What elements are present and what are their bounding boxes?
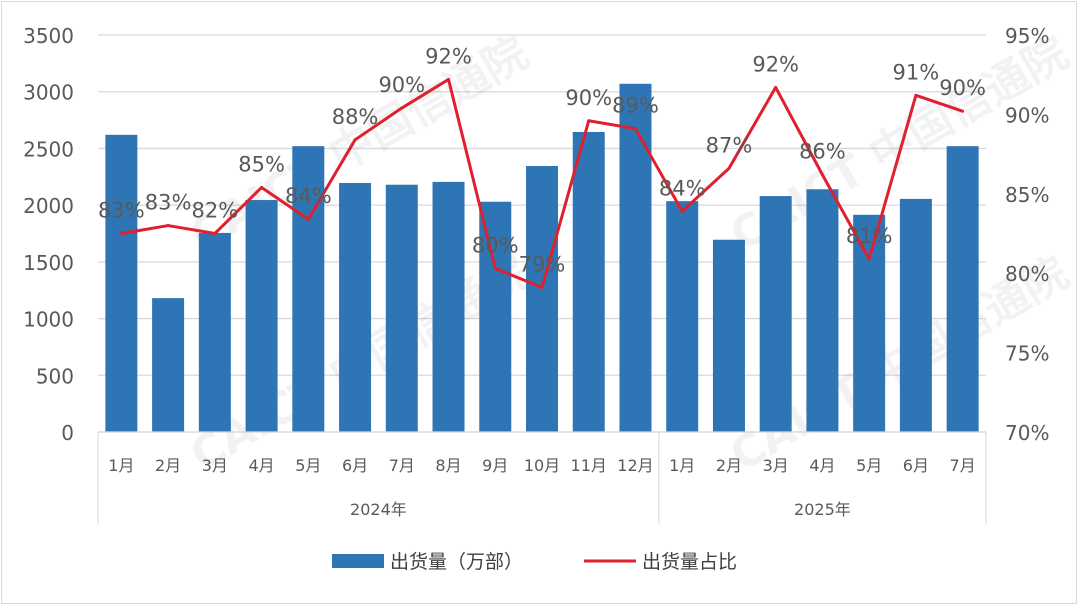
y-left-tick-label: 1500 bbox=[23, 251, 74, 275]
data-label: 84% bbox=[285, 184, 332, 208]
x-tick-label: 7月 bbox=[389, 456, 415, 475]
line-point bbox=[166, 224, 170, 228]
data-label: 90% bbox=[565, 86, 612, 110]
x-group-label: 2024年 bbox=[350, 500, 407, 519]
y-left-tick-label: 1000 bbox=[23, 308, 74, 332]
data-label: 82% bbox=[191, 199, 238, 223]
x-tick-label: 2月 bbox=[155, 456, 181, 475]
x-tick-label: 1月 bbox=[108, 456, 134, 475]
bar bbox=[759, 196, 792, 432]
y-right-tick-label: 70% bbox=[1005, 421, 1049, 445]
data-label: 92% bbox=[752, 52, 799, 76]
x-tick-label: 6月 bbox=[342, 456, 368, 475]
line-point bbox=[213, 232, 217, 235]
data-label: 86% bbox=[799, 140, 846, 164]
line-point bbox=[633, 127, 637, 131]
line-point bbox=[587, 119, 591, 123]
bar bbox=[152, 298, 185, 432]
line-point bbox=[353, 138, 357, 142]
line-point bbox=[540, 285, 544, 289]
x-tick-label: 4月 bbox=[248, 456, 274, 475]
data-label: 81% bbox=[846, 224, 893, 248]
data-label: 92% bbox=[425, 44, 472, 68]
x-tick-label: 3月 bbox=[763, 456, 789, 475]
data-label: 85% bbox=[238, 152, 285, 176]
line-point bbox=[260, 185, 264, 189]
y-left-tick-label: 500 bbox=[36, 364, 74, 388]
line-point bbox=[774, 85, 778, 89]
x-tick-label: 2月 bbox=[716, 456, 742, 475]
bar bbox=[479, 201, 512, 432]
bar bbox=[899, 198, 932, 432]
y-right-tick-label: 85% bbox=[1005, 183, 1049, 207]
y-left-tick-label: 2000 bbox=[23, 194, 74, 218]
x-tick-label: 1月 bbox=[669, 456, 695, 475]
bar bbox=[853, 214, 886, 432]
x-tick-label: 8月 bbox=[435, 456, 461, 475]
bar bbox=[292, 146, 325, 432]
bar bbox=[712, 239, 745, 432]
x-tick-label: 11月 bbox=[571, 456, 607, 475]
bar bbox=[105, 134, 138, 432]
legend-swatch-bar bbox=[332, 554, 384, 568]
data-label: 79% bbox=[519, 252, 566, 276]
data-label: 90% bbox=[378, 73, 425, 97]
y-left-tick-label: 3000 bbox=[23, 81, 74, 105]
bar bbox=[198, 232, 231, 432]
x-tick-label: 10月 bbox=[524, 456, 560, 475]
line-point bbox=[400, 106, 404, 110]
data-label: 91% bbox=[893, 60, 940, 84]
x-tick-label: 7月 bbox=[950, 456, 976, 475]
bar bbox=[432, 181, 465, 432]
x-tick-label: 3月 bbox=[202, 456, 228, 475]
x-tick-label: 12月 bbox=[617, 456, 653, 475]
y-right-tick-label: 95% bbox=[1005, 24, 1049, 48]
data-label: 84% bbox=[659, 176, 706, 200]
line-point bbox=[680, 209, 684, 213]
bar bbox=[572, 131, 605, 432]
line-point bbox=[306, 217, 310, 221]
bar bbox=[666, 201, 699, 432]
data-label: 83% bbox=[98, 199, 145, 223]
data-label: 90% bbox=[939, 76, 986, 100]
data-label: 87% bbox=[706, 133, 753, 157]
bar bbox=[385, 184, 418, 432]
y-right-tick-label: 80% bbox=[1005, 262, 1049, 286]
bar bbox=[946, 146, 979, 432]
x-tick-label: 5月 bbox=[856, 456, 882, 475]
y-left-tick-label: 0 bbox=[61, 421, 74, 445]
line-point bbox=[119, 232, 123, 235]
line-point bbox=[727, 166, 731, 170]
data-label: 80% bbox=[472, 233, 519, 257]
bar bbox=[619, 83, 652, 432]
bar bbox=[526, 166, 558, 432]
y-left-tick-label: 3500 bbox=[23, 24, 74, 48]
x-group-label: 2025年 bbox=[794, 500, 851, 519]
bar bbox=[245, 200, 278, 432]
legend-label-line: 出货量占比 bbox=[642, 551, 737, 573]
line-point bbox=[867, 257, 871, 261]
data-label: 88% bbox=[332, 105, 379, 129]
line-point bbox=[820, 173, 824, 177]
legend: 出货量（万部） 出货量占比 bbox=[332, 551, 737, 573]
x-tick-label: 6月 bbox=[903, 456, 929, 475]
data-label: 83% bbox=[145, 191, 192, 215]
x-tick-label: 9月 bbox=[482, 456, 508, 475]
data-label: 89% bbox=[612, 94, 659, 118]
line-point bbox=[961, 109, 965, 113]
bar bbox=[806, 189, 839, 432]
bar bbox=[339, 183, 372, 432]
line-point bbox=[447, 77, 451, 81]
y-right-tick-label: 75% bbox=[1005, 342, 1049, 366]
line-point bbox=[493, 266, 497, 270]
y-left-tick-label: 2500 bbox=[23, 137, 74, 161]
y-right-tick-label: 90% bbox=[1005, 103, 1049, 127]
line-point bbox=[914, 93, 918, 97]
x-tick-label: 5月 bbox=[295, 456, 321, 475]
legend-label-bar: 出货量（万部） bbox=[390, 551, 523, 573]
x-tick-label: 4月 bbox=[809, 456, 835, 475]
